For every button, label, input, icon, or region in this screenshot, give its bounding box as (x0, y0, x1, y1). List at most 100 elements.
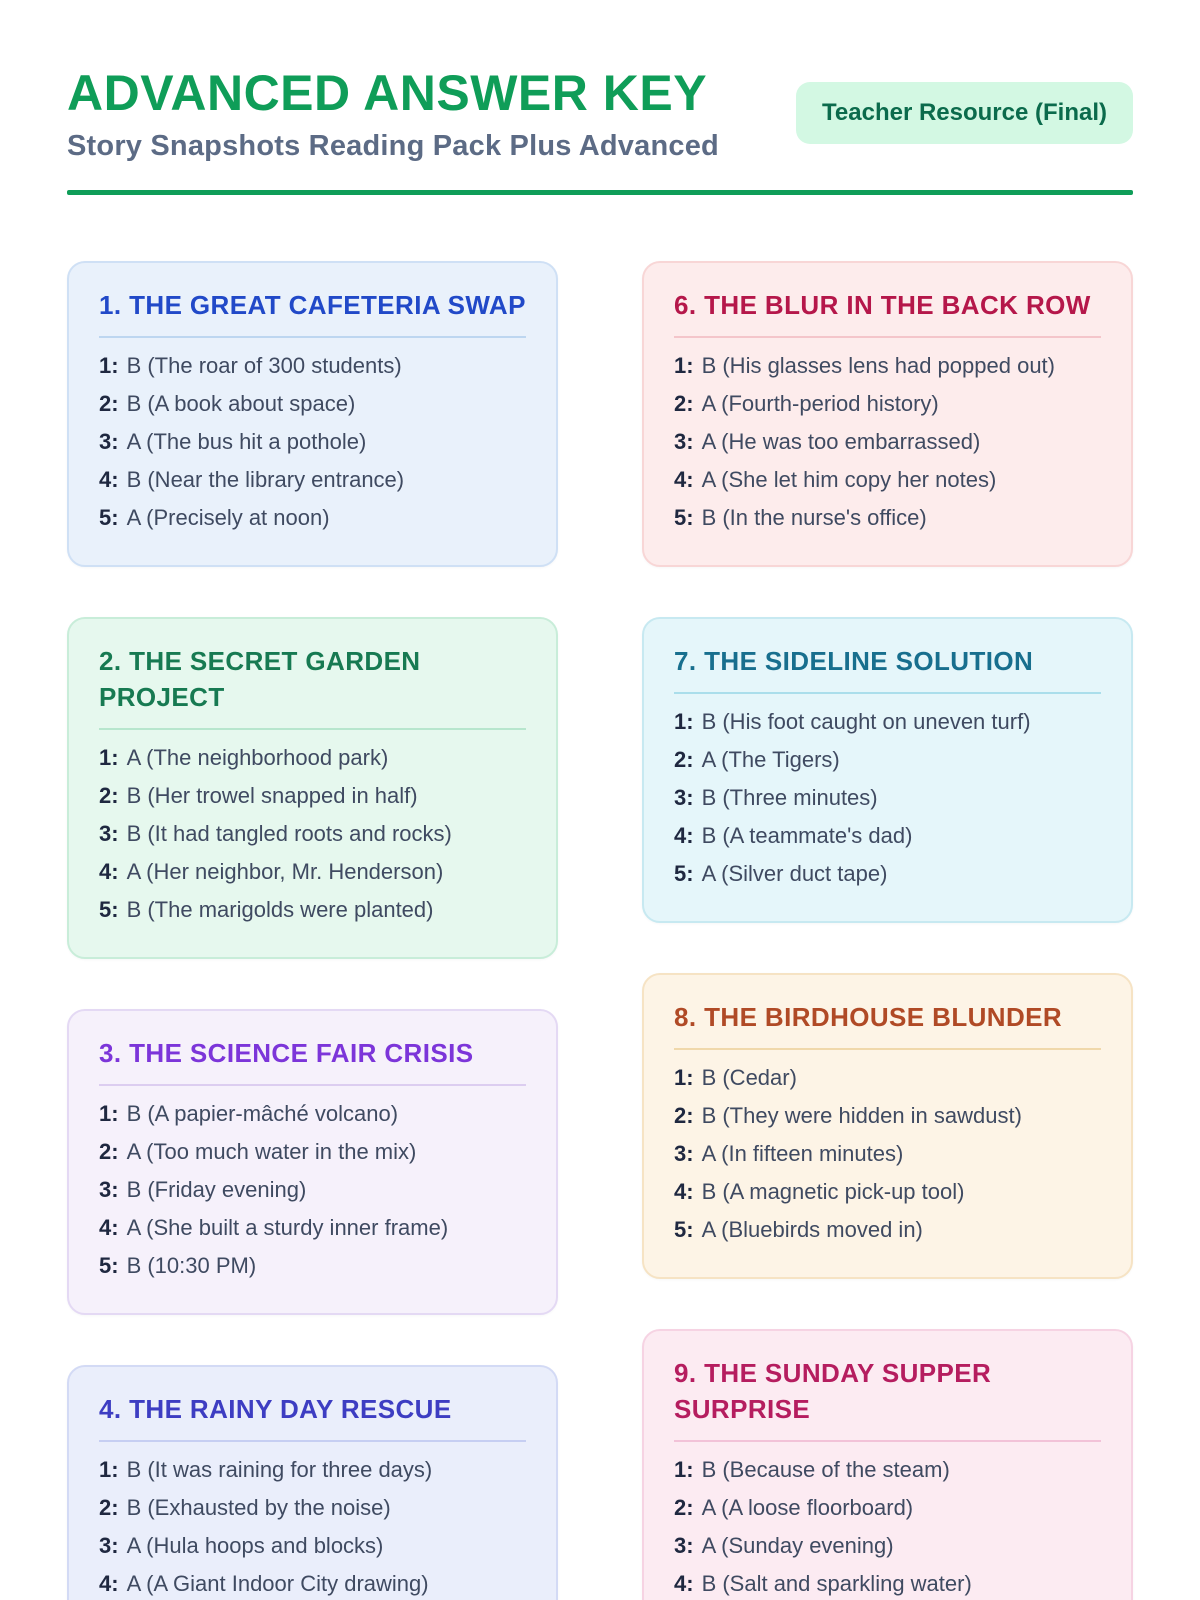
answer-number: 4: (674, 823, 694, 848)
answer-row: 3: A (Sunday evening) (674, 1527, 1101, 1565)
answer-text: A (Silver duct tape) (701, 861, 888, 886)
answer-list: 1: B (Because of the steam) 2: A (A loose … (674, 1451, 1101, 1600)
answer-row: 5: B (10:30 PM) (99, 1247, 526, 1285)
answer-row: 2: A (Too much water in the mix) (99, 1133, 526, 1171)
answer-row: 5: A (Precisely at noon) (99, 499, 526, 537)
answer-text: B (A magnetic pick-up tool) (701, 1179, 965, 1204)
answer-row: 2: B (Exhausted by the noise) (99, 1489, 526, 1527)
answer-row: 5: A (Bluebirds moved in) (674, 1211, 1101, 1249)
answer-row: 1: B (It was raining for three days) (99, 1451, 526, 1489)
answer-text: B (Cedar) (701, 1065, 797, 1090)
answer-number: 1: (674, 1457, 694, 1482)
answer-row: 1: A (The neighborhood park) (99, 739, 526, 777)
answer-row: 4: B (A magnetic pick-up tool) (674, 1173, 1101, 1211)
header: ADVANCED ANSWER KEY Story Snapshots Read… (67, 66, 1133, 163)
answer-text: B (Exhausted by the noise) (126, 1495, 391, 1520)
answer-number: 4: (99, 859, 119, 884)
teacher-resource-badge: Teacher Resource (Final) (796, 82, 1133, 144)
card-title: 1. THE GREAT CAFETERIA SWAP (99, 290, 526, 320)
answer-text: A (The bus hit a pothole) (126, 429, 367, 454)
answer-number: 3: (674, 429, 694, 454)
answer-row: 4: B (Near the library entrance) (99, 461, 526, 499)
answer-row: 2: B (A book about space) (99, 385, 526, 423)
answer-number: 1: (674, 1065, 694, 1090)
answer-row: 3: B (It had tangled roots and rocks) (99, 815, 526, 853)
answer-text: A (Precisely at noon) (126, 505, 330, 530)
answer-number: 4: (99, 1215, 119, 1240)
answer-row: 1: B (The roar of 300 students) (99, 347, 526, 385)
card-7-sideline-solution: 7. THE SIDELINE SOLUTION 1: B (His foot c… (642, 617, 1133, 923)
answer-row: 4: A (Her neighbor, Mr. Henderson) (99, 853, 526, 891)
answer-text: A (Bluebirds moved in) (701, 1217, 923, 1242)
title-underline (674, 1440, 1101, 1442)
card-2-secret-garden-project: 2. THE SECRET GARDEN PROJECT 1: A (The ne… (67, 617, 558, 959)
answer-list: 1: B (It was raining for three days) 2: B … (99, 1451, 526, 1600)
card-title: 4. THE RAINY DAY RESCUE (99, 1394, 452, 1424)
answer-text: A (Too much water in the mix) (126, 1139, 417, 1164)
answer-text: B (A teammate's dad) (701, 823, 913, 848)
answer-list: 1: B (Cedar) 2: B (They were hidden in saw… (674, 1059, 1101, 1249)
answer-row: 3: B (Friday evening) (99, 1171, 526, 1209)
answer-list: 1: A (The neighborhood park) 2: B (Her tro… (99, 739, 526, 929)
title-underline (99, 336, 526, 338)
answer-row: 1: B (Because of the steam) (674, 1451, 1101, 1489)
card-3-science-fair-crisis: 3. THE SCIENCE FAIR CRISIS 1: B (A papier… (67, 1009, 558, 1315)
answer-text: A (Fourth-period history) (701, 391, 939, 416)
answer-number: 5: (99, 897, 119, 922)
title-underline (99, 728, 526, 730)
card-title: 2. THE SECRET GARDEN PROJECT (99, 646, 421, 712)
answer-text: A (In fifteen minutes) (701, 1141, 904, 1166)
header-titles: ADVANCED ANSWER KEY Story Snapshots Read… (67, 66, 719, 163)
card-title: 7. THE SIDELINE SOLUTION (674, 646, 1034, 676)
answer-row: 3: A (Hula hoops and blocks) (99, 1527, 526, 1565)
answer-row: 5: B (In the nurse's office) (674, 499, 1101, 537)
answer-number: 3: (674, 1533, 694, 1558)
answer-row: 5: A (Silver duct tape) (674, 855, 1101, 893)
answer-number: 5: (99, 505, 119, 530)
answer-text: B (The roar of 300 students) (126, 353, 402, 378)
answer-number: 1: (674, 709, 694, 734)
answer-row: 2: A (A loose floorboard) (674, 1489, 1101, 1527)
answer-row: 4: A (She built a sturdy inner frame) (99, 1209, 526, 1247)
answer-text: B (His glasses lens had popped out) (701, 353, 1055, 378)
answer-number: 2: (99, 783, 119, 808)
answer-text: A (She built a sturdy inner frame) (126, 1215, 449, 1240)
answer-row: 3: A (He was too embarrassed) (674, 423, 1101, 461)
card-title: 6. THE BLUR IN THE BACK ROW (674, 290, 1091, 320)
answer-number: 1: (99, 1101, 119, 1126)
card-4-rainy-day-rescue: 4. THE RAINY DAY RESCUE 1: B (It was rain… (67, 1365, 558, 1600)
card-6-blur-in-the-back-row: 6. THE BLUR IN THE BACK ROW 1: B (His gla… (642, 261, 1133, 567)
answer-number: 5: (674, 1217, 694, 1242)
answer-number: 2: (99, 391, 119, 416)
card-grid: 1. THE GREAT CAFETERIA SWAP 1: B (The roa… (67, 261, 1133, 1600)
answer-number: 2: (674, 1495, 694, 1520)
answer-number: 2: (99, 1495, 119, 1520)
answer-text: B (It had tangled roots and rocks) (126, 821, 452, 846)
title-underline (674, 1048, 1101, 1050)
answer-row: 4: B (A teammate's dad) (674, 817, 1101, 855)
answer-row: 1: B (His foot caught on uneven turf) (674, 703, 1101, 741)
answer-number: 5: (674, 505, 694, 530)
answer-text: B (In the nurse's office) (701, 505, 927, 530)
card-title: 8. THE BIRDHOUSE BLUNDER (674, 1002, 1063, 1032)
answer-text: B (Salt and sparkling water) (701, 1571, 972, 1596)
answer-row: 4: B (Salt and sparkling water) (674, 1565, 1101, 1600)
answer-row: 1: B (His glasses lens had popped out) (674, 347, 1101, 385)
answer-list: 1: B (A papier-mâché volcano) 2: A (Too mu… (99, 1095, 526, 1285)
answer-number: 2: (674, 1103, 694, 1128)
answer-row: 3: A (In fifteen minutes) (674, 1135, 1101, 1173)
answer-text: B (It was raining for three days) (126, 1457, 433, 1482)
answer-text: B (The marigolds were planted) (126, 897, 434, 922)
answer-number: 4: (99, 467, 119, 492)
answer-number: 1: (99, 745, 119, 770)
answer-row: 4: A (She let him copy her notes) (674, 461, 1101, 499)
answer-text: B (They were hidden in sawdust) (701, 1103, 1022, 1128)
title-underline (99, 1084, 526, 1086)
answer-number: 4: (674, 1571, 694, 1596)
answer-number: 3: (99, 1533, 119, 1558)
answer-row: 1: B (A papier-mâché volcano) (99, 1095, 526, 1133)
answer-number: 4: (674, 1179, 694, 1204)
header-divider (67, 190, 1133, 195)
answer-number: 4: (674, 467, 694, 492)
